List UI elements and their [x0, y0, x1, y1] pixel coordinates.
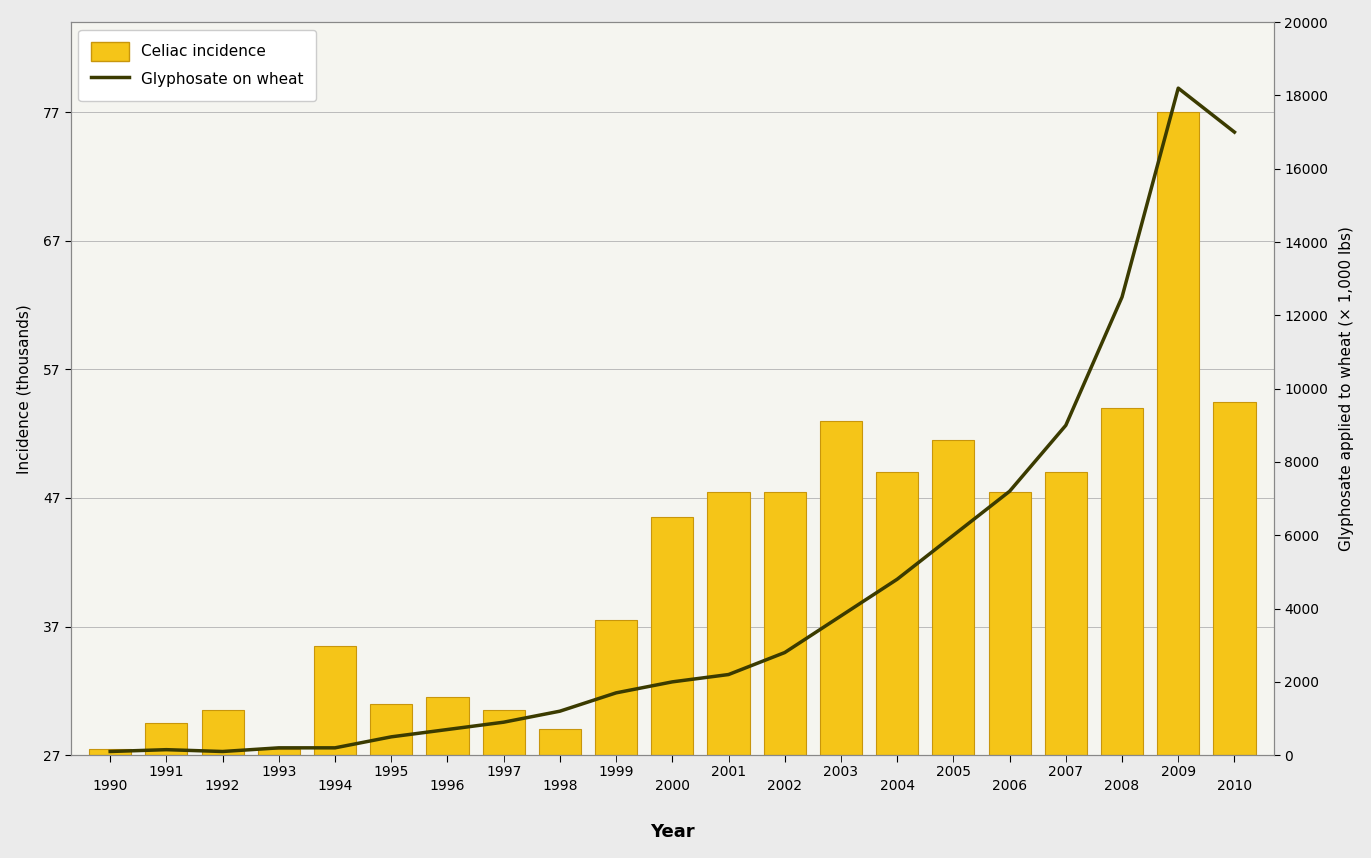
Bar — [258, 749, 300, 755]
Bar — [202, 710, 244, 755]
Bar — [370, 704, 413, 755]
Bar — [539, 729, 581, 755]
Bar — [595, 620, 638, 755]
Bar — [426, 698, 469, 755]
Y-axis label: Glyphosate applied to wheat (× 1,000 lbs): Glyphosate applied to wheat (× 1,000 lbs… — [1339, 227, 1355, 551]
Bar — [988, 492, 1031, 755]
Bar — [651, 517, 694, 755]
Bar — [1213, 402, 1256, 755]
X-axis label: Year: Year — [650, 824, 695, 842]
Bar — [145, 723, 188, 755]
Bar — [1101, 408, 1143, 755]
Bar — [876, 472, 919, 755]
Bar — [314, 646, 356, 755]
Bar — [89, 749, 132, 755]
Bar — [707, 492, 750, 755]
Bar — [1157, 112, 1200, 755]
Bar — [932, 440, 975, 755]
Legend: Celiac incidence, Glyphosate on wheat: Celiac incidence, Glyphosate on wheat — [78, 30, 315, 100]
Bar — [1045, 472, 1087, 755]
Bar — [483, 710, 525, 755]
Y-axis label: Incidence (thousands): Incidence (thousands) — [16, 304, 32, 474]
Bar — [764, 492, 806, 755]
Bar — [820, 420, 862, 755]
